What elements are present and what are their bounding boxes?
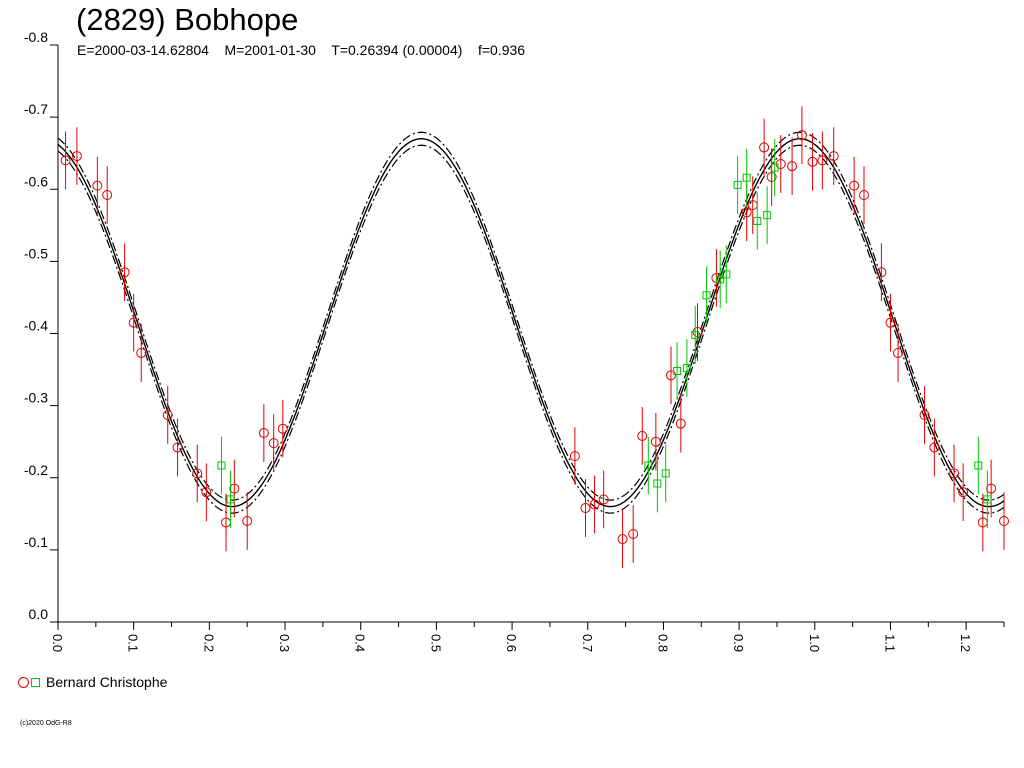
y-tick-label: -0.6: [24, 173, 48, 189]
data-point-circle: [617, 534, 628, 545]
data-point-circle: [162, 410, 173, 421]
y-tick-label: -0.5: [24, 245, 48, 261]
data-point-square: [644, 461, 653, 470]
data-point-circle: [759, 142, 770, 153]
data-point-circle: [876, 267, 887, 278]
x-tick-label: 0.7: [580, 634, 595, 652]
data-point-circle: [119, 267, 130, 278]
data-point-circle: [637, 430, 648, 441]
data-point-circle: [92, 180, 103, 191]
y-tick-label: -0.7: [24, 101, 48, 117]
data-point-circle: [999, 516, 1009, 527]
data-point-circle: [650, 436, 661, 447]
data-point-square: [733, 180, 742, 189]
x-tick-label: 0.1: [126, 634, 141, 652]
data-point-square: [691, 330, 700, 339]
data-point-circle: [258, 428, 269, 439]
data-point-circle: [817, 155, 828, 166]
data-point-square: [770, 163, 779, 172]
data-point-square: [217, 461, 226, 470]
data-point-square: [753, 216, 762, 225]
data-point-circle: [787, 161, 798, 172]
data-point-circle: [949, 468, 960, 479]
model-curve-lower: [57, 144, 1005, 514]
data-point-square: [742, 173, 751, 182]
model-curve-upper: [57, 131, 1005, 501]
x-tick-label: 0.4: [353, 634, 368, 652]
data-point-circle: [958, 487, 969, 498]
data-point-circle: [885, 317, 896, 328]
data-point-circle: [136, 347, 147, 358]
data-point-circle: [102, 190, 113, 201]
data-point-square: [226, 495, 235, 504]
data-point-circle: [692, 327, 703, 338]
data-point-square: [974, 461, 983, 470]
data-point-circle: [741, 207, 752, 218]
data-point-square: [716, 275, 725, 284]
data-point-circle: [277, 423, 288, 434]
data-point-circle: [828, 151, 839, 162]
legend-square-icon: [31, 677, 40, 687]
x-tick-label: 1.2: [958, 634, 973, 652]
data-point-circle: [796, 130, 807, 141]
data-point-circle: [628, 529, 639, 540]
legend-label: Bernard Christophe: [46, 674, 168, 690]
y-tick-label: -0.4: [24, 318, 48, 334]
data-point-circle: [580, 503, 591, 514]
copyright-note: (c)2020 OdG-R8: [20, 720, 72, 727]
legend-circle-icon: [18, 676, 29, 688]
data-point-circle: [893, 347, 904, 358]
data-point-square: [763, 211, 772, 220]
y-tick-label: -0.1: [24, 534, 48, 550]
x-tick-label: 0.2: [201, 634, 216, 652]
data-point-circle: [268, 438, 279, 449]
data-point-circle: [766, 171, 777, 182]
data-point-circle: [201, 487, 212, 498]
y-tick-label: -0.8: [24, 29, 48, 45]
data-point-circle: [192, 468, 203, 479]
data-point-circle: [589, 499, 600, 510]
data-point-circle: [986, 483, 997, 494]
x-tick-label: 0.3: [277, 634, 292, 652]
data-point-circle: [849, 180, 860, 191]
data-point-square: [653, 479, 662, 488]
data-point-square: [682, 364, 691, 373]
data-point-square: [673, 367, 682, 376]
data-point-square: [983, 495, 992, 504]
data-point-circle: [172, 442, 183, 453]
data-point-circle: [675, 418, 686, 429]
data-point-circle: [929, 442, 940, 453]
legend: Bernard Christophe: [18, 674, 167, 690]
data-point-circle: [569, 451, 580, 462]
y-tick-label: 0.0: [29, 606, 49, 622]
data-point-circle: [242, 516, 253, 527]
data-point-circle: [229, 483, 240, 494]
data-point-square: [702, 291, 711, 300]
x-tick-label: 0.8: [655, 634, 670, 652]
x-tick-label: 1.1: [882, 634, 897, 652]
data-point-circle: [128, 317, 139, 328]
data-point-circle: [71, 151, 82, 162]
data-point-circle: [919, 410, 930, 421]
ephemeris-params: E=2000-03-14.62804 M=2001-01-30 T=0.2639…: [77, 42, 526, 58]
data-point-circle: [858, 190, 869, 201]
data-point-circle: [666, 370, 677, 381]
data-point-circle: [807, 156, 818, 167]
y-tick-label: -0.3: [24, 390, 48, 406]
x-tick-label: 1.0: [807, 634, 822, 652]
data-point-circle: [598, 494, 609, 505]
data-point-circle: [60, 155, 71, 166]
x-tick-label: 0.6: [504, 634, 519, 652]
y-tick-label: -0.2: [24, 462, 48, 478]
chart-title: (2829) Bobhope: [76, 2, 299, 37]
model-curve: [57, 138, 1005, 508]
data-point-square: [661, 469, 670, 478]
data-point-square: [722, 270, 731, 279]
x-tick-label: 0.9: [731, 634, 746, 652]
x-tick-label: 0.5: [428, 634, 443, 652]
x-tick-label: 0.0: [50, 634, 65, 652]
